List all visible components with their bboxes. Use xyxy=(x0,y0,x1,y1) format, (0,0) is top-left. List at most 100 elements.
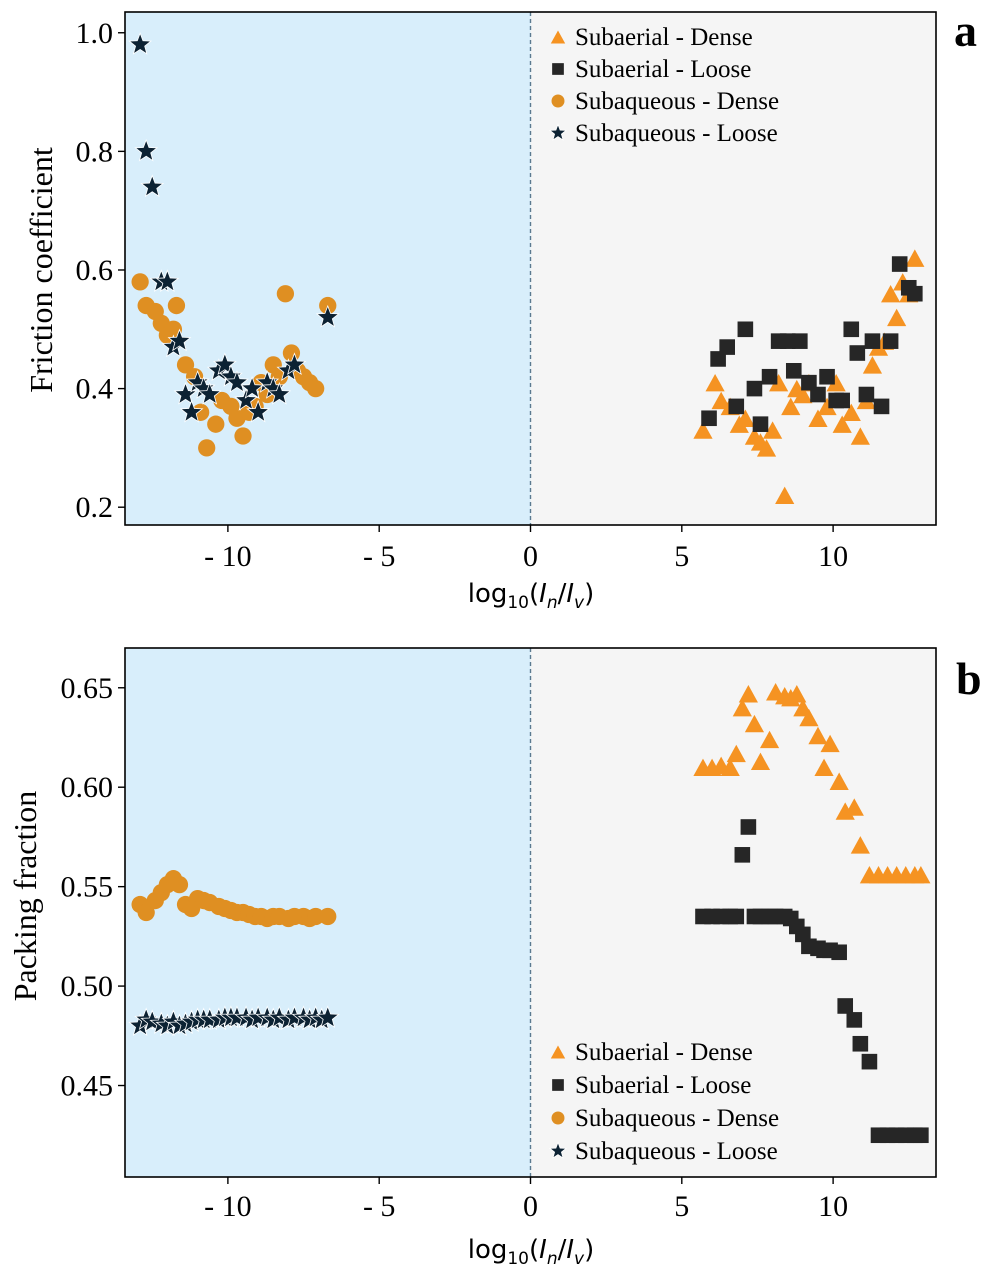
panel-a-point-subaerial-loose xyxy=(785,363,802,379)
panel-b-point-subaerial-loose xyxy=(837,998,854,1014)
panel-a-data-points xyxy=(128,32,925,505)
panel-a-letter: a xyxy=(954,5,977,56)
panel-b-point-subaerial-loose xyxy=(740,819,757,835)
panel-a: - 10 - 5 0 5 10 0.2 0.4 0.6 0.8 1.0 Friction coe… xyxy=(23,5,977,613)
panel-b-x-tick-label: - 10 xyxy=(204,1190,252,1223)
panel-a-point-subaerial-dense xyxy=(793,385,813,404)
panel-a-point-subaqueous-loose xyxy=(197,381,222,405)
panel-a-point-subaerial-loose xyxy=(849,345,866,361)
panel-b-y-tick-label: 0.45 xyxy=(61,1070,114,1103)
panel-a-point-subaerial-loose xyxy=(891,256,908,272)
panel-a-point-subaerial-dense xyxy=(887,308,907,327)
panel-b-letter: b xyxy=(956,653,982,704)
panel-a-point-subaerial-loose xyxy=(858,386,875,403)
panel-b-point-subaqueous-loose xyxy=(315,1005,340,1029)
panel-a-y-tick-label: 0.6 xyxy=(76,254,114,287)
panel-b-point-subaerial-loose xyxy=(831,944,847,961)
panel-b-point-subaerial-dense xyxy=(829,772,849,790)
panel-a-point-subaerial-loose xyxy=(843,321,860,338)
panel-a-point-subaqueous-dense xyxy=(198,439,216,457)
panel-a-point-subaqueous-loose xyxy=(234,387,258,411)
panel-a-point-subaqueous-dense xyxy=(131,273,149,291)
panel-b-point-subaerial-dense xyxy=(799,708,819,727)
panel-a-point-subaqueous-loose xyxy=(267,381,292,405)
panel-a-point-subaerial-loose xyxy=(864,333,881,349)
panel-a-point-subaerial-loose xyxy=(792,333,808,349)
panel-a-x-tick-label: - 5 xyxy=(363,540,396,573)
panel-b-legend-label: Subaerial - Loose xyxy=(575,1072,751,1099)
panel-b-point-subaerial-loose xyxy=(734,847,751,863)
panel-b-point-subaerial-dense xyxy=(726,744,746,763)
panel-a-point-subaqueous-loose xyxy=(140,174,165,198)
panel-a-x-tick-label: 10 xyxy=(818,540,848,573)
panel-b-legend-circle-icon xyxy=(551,1111,565,1125)
panel-a-legend-star-icon xyxy=(548,123,568,141)
panel-a-point-subaqueous-dense xyxy=(234,427,252,445)
panel-b-point-subaerial-dense xyxy=(738,685,758,703)
panel-a-point-subaerial-dense xyxy=(762,421,783,439)
panel-a-legend-label: Subaqueous - Loose xyxy=(575,120,778,147)
panel-a-point-subaqueous-dense xyxy=(207,415,225,433)
panel-b-y-tick-label: 0.65 xyxy=(61,672,114,705)
panel-b-y-tick-label: 0.55 xyxy=(61,871,114,904)
panel-b-point-subaqueous-dense xyxy=(307,907,325,926)
panel-a-point-subaerial-dense xyxy=(735,409,755,427)
panel-b-point-subaerial-dense xyxy=(787,685,807,703)
panel-a-point-subaerial-dense xyxy=(756,439,777,457)
panel-a-point-subaerial-loose xyxy=(728,398,745,415)
panel-a-point-subaerial-loose xyxy=(701,410,717,427)
panel-a-point-subaqueous-loose xyxy=(282,352,307,376)
panel-a-legend-square-icon xyxy=(552,63,564,75)
panel-a-point-subaerial-loose xyxy=(882,333,899,349)
panel-a-point-subaerial-dense xyxy=(769,373,789,392)
panel-a-point-subaerial-dense xyxy=(826,373,846,392)
panel-a-point-subaqueous-dense xyxy=(276,285,295,303)
panel-a-point-subaerial-dense xyxy=(841,403,861,422)
panel-b-point-subaerial-dense xyxy=(850,836,870,854)
panel-b-point-subaqueous-dense xyxy=(319,907,337,926)
panel-b-point-subaerial-loose xyxy=(852,1035,869,1052)
panel-b-point-subaerial-loose xyxy=(728,908,745,925)
panel-b-y-axis-title: Packing fraction xyxy=(7,791,43,1002)
panel-b-point-subaerial-dense xyxy=(808,726,828,745)
panel-a-point-subaerial-loose xyxy=(810,386,826,403)
panel-a-point-subaerial-dense xyxy=(808,409,828,427)
panel-b-point-subaerial-dense xyxy=(814,758,834,777)
panel-b-legend-label: Subaerial - Dense xyxy=(575,1039,753,1066)
panel-b-legend-label: Subaqueous - Dense xyxy=(575,1105,779,1132)
panel-a-point-subaerial-loose xyxy=(761,368,778,385)
panel-a-point-subaqueous-loose xyxy=(212,352,237,376)
panel-b-point-subaerial-dense xyxy=(720,758,740,777)
panel-b-x-tick-label: 10 xyxy=(818,1190,848,1223)
panel-a-point-subaerial-dense xyxy=(817,397,837,416)
panel-a-point-subaqueous-loose xyxy=(173,381,198,405)
panel-a-point-subaqueous-dense xyxy=(282,344,301,362)
panel-b-point-subaqueous-dense xyxy=(137,903,155,922)
panel-b-data-points xyxy=(128,683,931,1144)
panel-b-y-tick-label: 0.60 xyxy=(61,771,114,804)
panel-a-point-subaerial-loose xyxy=(873,398,890,415)
panel-a-legend-circle-icon xyxy=(551,94,565,108)
panel-b-point-subaerial-loose xyxy=(861,1053,878,1070)
panel-b-x-axis-title: log10(In/Iv) xyxy=(468,1235,595,1269)
panel-a-point-subaerial-loose xyxy=(779,333,796,349)
panel-b-point-subaerial-dense xyxy=(750,752,771,771)
panel-b-x-tick-label: 5 xyxy=(674,1190,689,1223)
panel-a-y-tick-label: 1.0 xyxy=(76,17,114,50)
panel-a-x-ticks: - 10 - 5 0 5 10 xyxy=(204,525,848,573)
panel-a-point-subaqueous-loose xyxy=(134,138,159,162)
panel-b-legend-triangle-icon xyxy=(550,1045,566,1059)
panel-a-point-subaqueous-dense xyxy=(167,296,186,315)
panel-a-point-subaerial-dense xyxy=(711,391,731,410)
panel-a-point-subaqueous-loose xyxy=(225,370,249,393)
panel-b: - 10 - 5 0 5 10 0.45 0.50 0.55 0.60 0.65 Packing… xyxy=(7,647,982,1269)
panel-b-point-subaerial-dense xyxy=(820,734,840,753)
panel-a-point-subaerial-dense xyxy=(862,356,883,374)
panel-b-point-subaerial-dense xyxy=(844,798,864,816)
panel-a-point-subaqueous-loose xyxy=(167,328,192,352)
panel-b-x-ticks: - 10 - 5 0 5 10 xyxy=(204,1177,848,1223)
panel-a-x-tick-label: 0 xyxy=(523,540,538,573)
panel-b-point-subaerial-dense xyxy=(732,698,752,717)
panel-a-point-subaerial-dense xyxy=(832,415,852,433)
